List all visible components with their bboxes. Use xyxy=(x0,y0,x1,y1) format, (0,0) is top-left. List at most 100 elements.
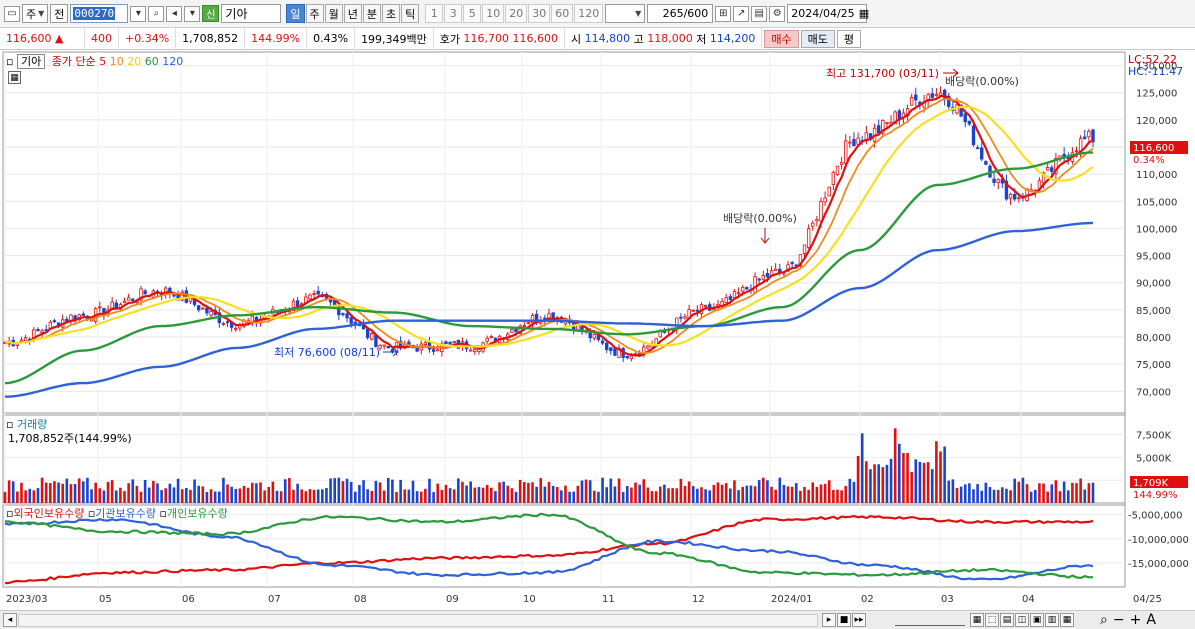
ma-legend-10[interactable]: 10 xyxy=(106,55,124,68)
quote-bar: 116,600 ▲ 400 +0.34% 1,708,852 144.99% 0… xyxy=(0,27,1195,50)
ma-legend-20[interactable]: 20 xyxy=(123,55,142,68)
chart-tools-icon[interactable]: ⊞ xyxy=(715,5,732,22)
search-icon[interactable]: ⌕ xyxy=(148,5,165,22)
ma120-line xyxy=(4,221,1094,398)
volume-bar xyxy=(679,478,683,503)
speaker-icon[interactable]: ◂ xyxy=(166,5,183,22)
chart-area[interactable]: 130,000125,000120,000115,000110,000105,0… xyxy=(0,50,1195,610)
hc-label: HC:-11.47 xyxy=(1128,65,1183,78)
volume-bar xyxy=(391,479,394,503)
volume-panel-frame xyxy=(2,414,1126,504)
step-forward-icon[interactable]: ▸ xyxy=(822,613,836,627)
candle-body xyxy=(522,325,526,327)
date-field[interactable]: 2024/04/25 ▦ xyxy=(787,4,870,23)
candle-body xyxy=(856,137,860,145)
interval-button-5[interactable]: 5 xyxy=(463,4,482,23)
volume-bar xyxy=(300,489,304,503)
volume-bar xyxy=(778,477,782,503)
code-dropdown-icon[interactable]: ▾ xyxy=(130,5,147,22)
period-tab-3[interactable]: 년 xyxy=(343,4,362,23)
ma-legend-5[interactable]: 5 xyxy=(99,55,107,68)
zoom-out-icon[interactable]: − xyxy=(1112,612,1125,628)
period-tab-2[interactable]: 월 xyxy=(324,4,343,23)
tile-icon[interactable]: ▦ xyxy=(1060,613,1074,627)
legend-square-icon: ▫ xyxy=(6,55,14,68)
data-count-field[interactable]: 265/600 xyxy=(647,4,714,23)
ma-legend-60[interactable]: 60 xyxy=(141,55,159,68)
volume-bar xyxy=(1083,489,1087,503)
zoom-in-icon[interactable]: + xyxy=(1129,612,1142,628)
save-icon[interactable]: ▤ xyxy=(751,5,768,22)
volume-bar xyxy=(333,478,336,503)
gear-icon[interactable]: ⚙ xyxy=(769,5,786,22)
period-tab-1[interactable]: 주 xyxy=(305,4,324,23)
candle-body xyxy=(604,342,609,350)
last-volume-badge xyxy=(1130,476,1188,488)
holdings-legend-item[interactable]: 기관보유수량 xyxy=(95,507,160,520)
volume-bar xyxy=(275,490,279,503)
panel-icon[interactable]: ▥ xyxy=(1045,613,1059,627)
interval-button-20[interactable]: 20 xyxy=(505,4,528,23)
scroll-left[interactable]: ◂ xyxy=(3,613,17,628)
calendar-icon[interactable]: ▦ xyxy=(8,71,21,84)
volume-bar xyxy=(514,491,518,503)
holdings-legend-item[interactable]: 개인보유수량 xyxy=(166,507,228,520)
interval-button-1[interactable]: 1 xyxy=(425,4,444,23)
chevron-left-icon[interactable]: ◂ xyxy=(3,613,17,627)
interval-select[interactable]: ▼ xyxy=(605,4,646,23)
credit-badge: 신 xyxy=(202,5,220,22)
market-select[interactable]: 주 ▼ xyxy=(22,4,49,23)
high-annotation: 최고 131,700 (03/11) xyxy=(826,67,939,80)
prev-button[interactable]: 전 xyxy=(50,4,69,23)
candle-body xyxy=(773,268,778,272)
volume-bar xyxy=(786,486,790,503)
high-label: 고 xyxy=(633,32,644,46)
volume-bar xyxy=(922,462,926,503)
dividend-annotation-2: 배당락(0.00%) xyxy=(945,75,1019,88)
interval-button-30[interactable]: 30 xyxy=(528,4,551,23)
volume-bar xyxy=(766,480,769,503)
window-menu-icon[interactable]: ▭ xyxy=(4,5,20,22)
search-icon[interactable]: ⌕ xyxy=(1100,612,1108,628)
expand-icon[interactable]: ⬚ xyxy=(985,613,999,627)
zoom-slider[interactable] xyxy=(895,614,965,626)
calendar-icon[interactable]: ▦ xyxy=(858,7,870,20)
period-tab-6[interactable]: 틱 xyxy=(401,4,420,23)
ma-legend-120[interactable]: 120 xyxy=(158,55,184,68)
volume-bar xyxy=(593,490,596,503)
avg-button[interactable]: 평 xyxy=(836,29,862,48)
stock-code-input[interactable]: 000270 xyxy=(70,4,129,23)
grid-icon[interactable]: ▦ xyxy=(970,613,984,627)
volume-bar xyxy=(415,491,419,503)
interval-button-120[interactable]: 120 xyxy=(574,4,604,23)
stock-tag[interactable]: 기아 xyxy=(16,54,46,69)
settings-icon[interactable]: ▣ xyxy=(1030,613,1044,627)
font-size-icon[interactable]: A xyxy=(1146,612,1156,628)
period-tab-0[interactable]: 일 xyxy=(286,4,305,23)
interval-button-3[interactable]: 3 xyxy=(444,4,463,23)
split-icon[interactable]: ◫ xyxy=(1015,613,1029,627)
sell-button[interactable]: 매도 xyxy=(800,29,835,48)
sound-dropdown-icon[interactable]: ▾ xyxy=(184,5,201,22)
layout-icon[interactable]: ▤ xyxy=(1000,613,1014,627)
volume-bar xyxy=(440,489,444,503)
candle-body xyxy=(811,222,815,227)
interval-button-10[interactable]: 10 xyxy=(482,4,505,23)
candle-body xyxy=(740,286,745,292)
volume-bar xyxy=(411,480,415,503)
period-tab-5[interactable]: 초 xyxy=(382,4,401,23)
volume-bar xyxy=(197,485,200,503)
buy-button[interactable]: 매수 xyxy=(764,29,799,48)
holdings-legend-item[interactable]: 외국인보유수량 xyxy=(13,507,88,520)
stock-name-field[interactable]: 기아 xyxy=(221,4,282,23)
stop-icon[interactable]: ■ xyxy=(837,613,851,627)
period-tab-4[interactable]: 분 xyxy=(362,4,382,23)
compare-icon[interactable]: ↗ xyxy=(733,5,750,22)
volume-bar xyxy=(498,482,501,503)
scrollbar[interactable]: ◂ ▸ ■ ▸▸ ▦ ⬚ ▤ ◫ ▣ ▥ ▦ ⌕ − + A xyxy=(0,610,1195,629)
play-icon[interactable]: ▸▸ xyxy=(852,613,866,627)
interval-button-60[interactable]: 60 xyxy=(551,4,574,23)
volume-bar xyxy=(617,478,621,503)
scroll-track[interactable] xyxy=(18,614,818,627)
candle-body xyxy=(938,92,943,96)
